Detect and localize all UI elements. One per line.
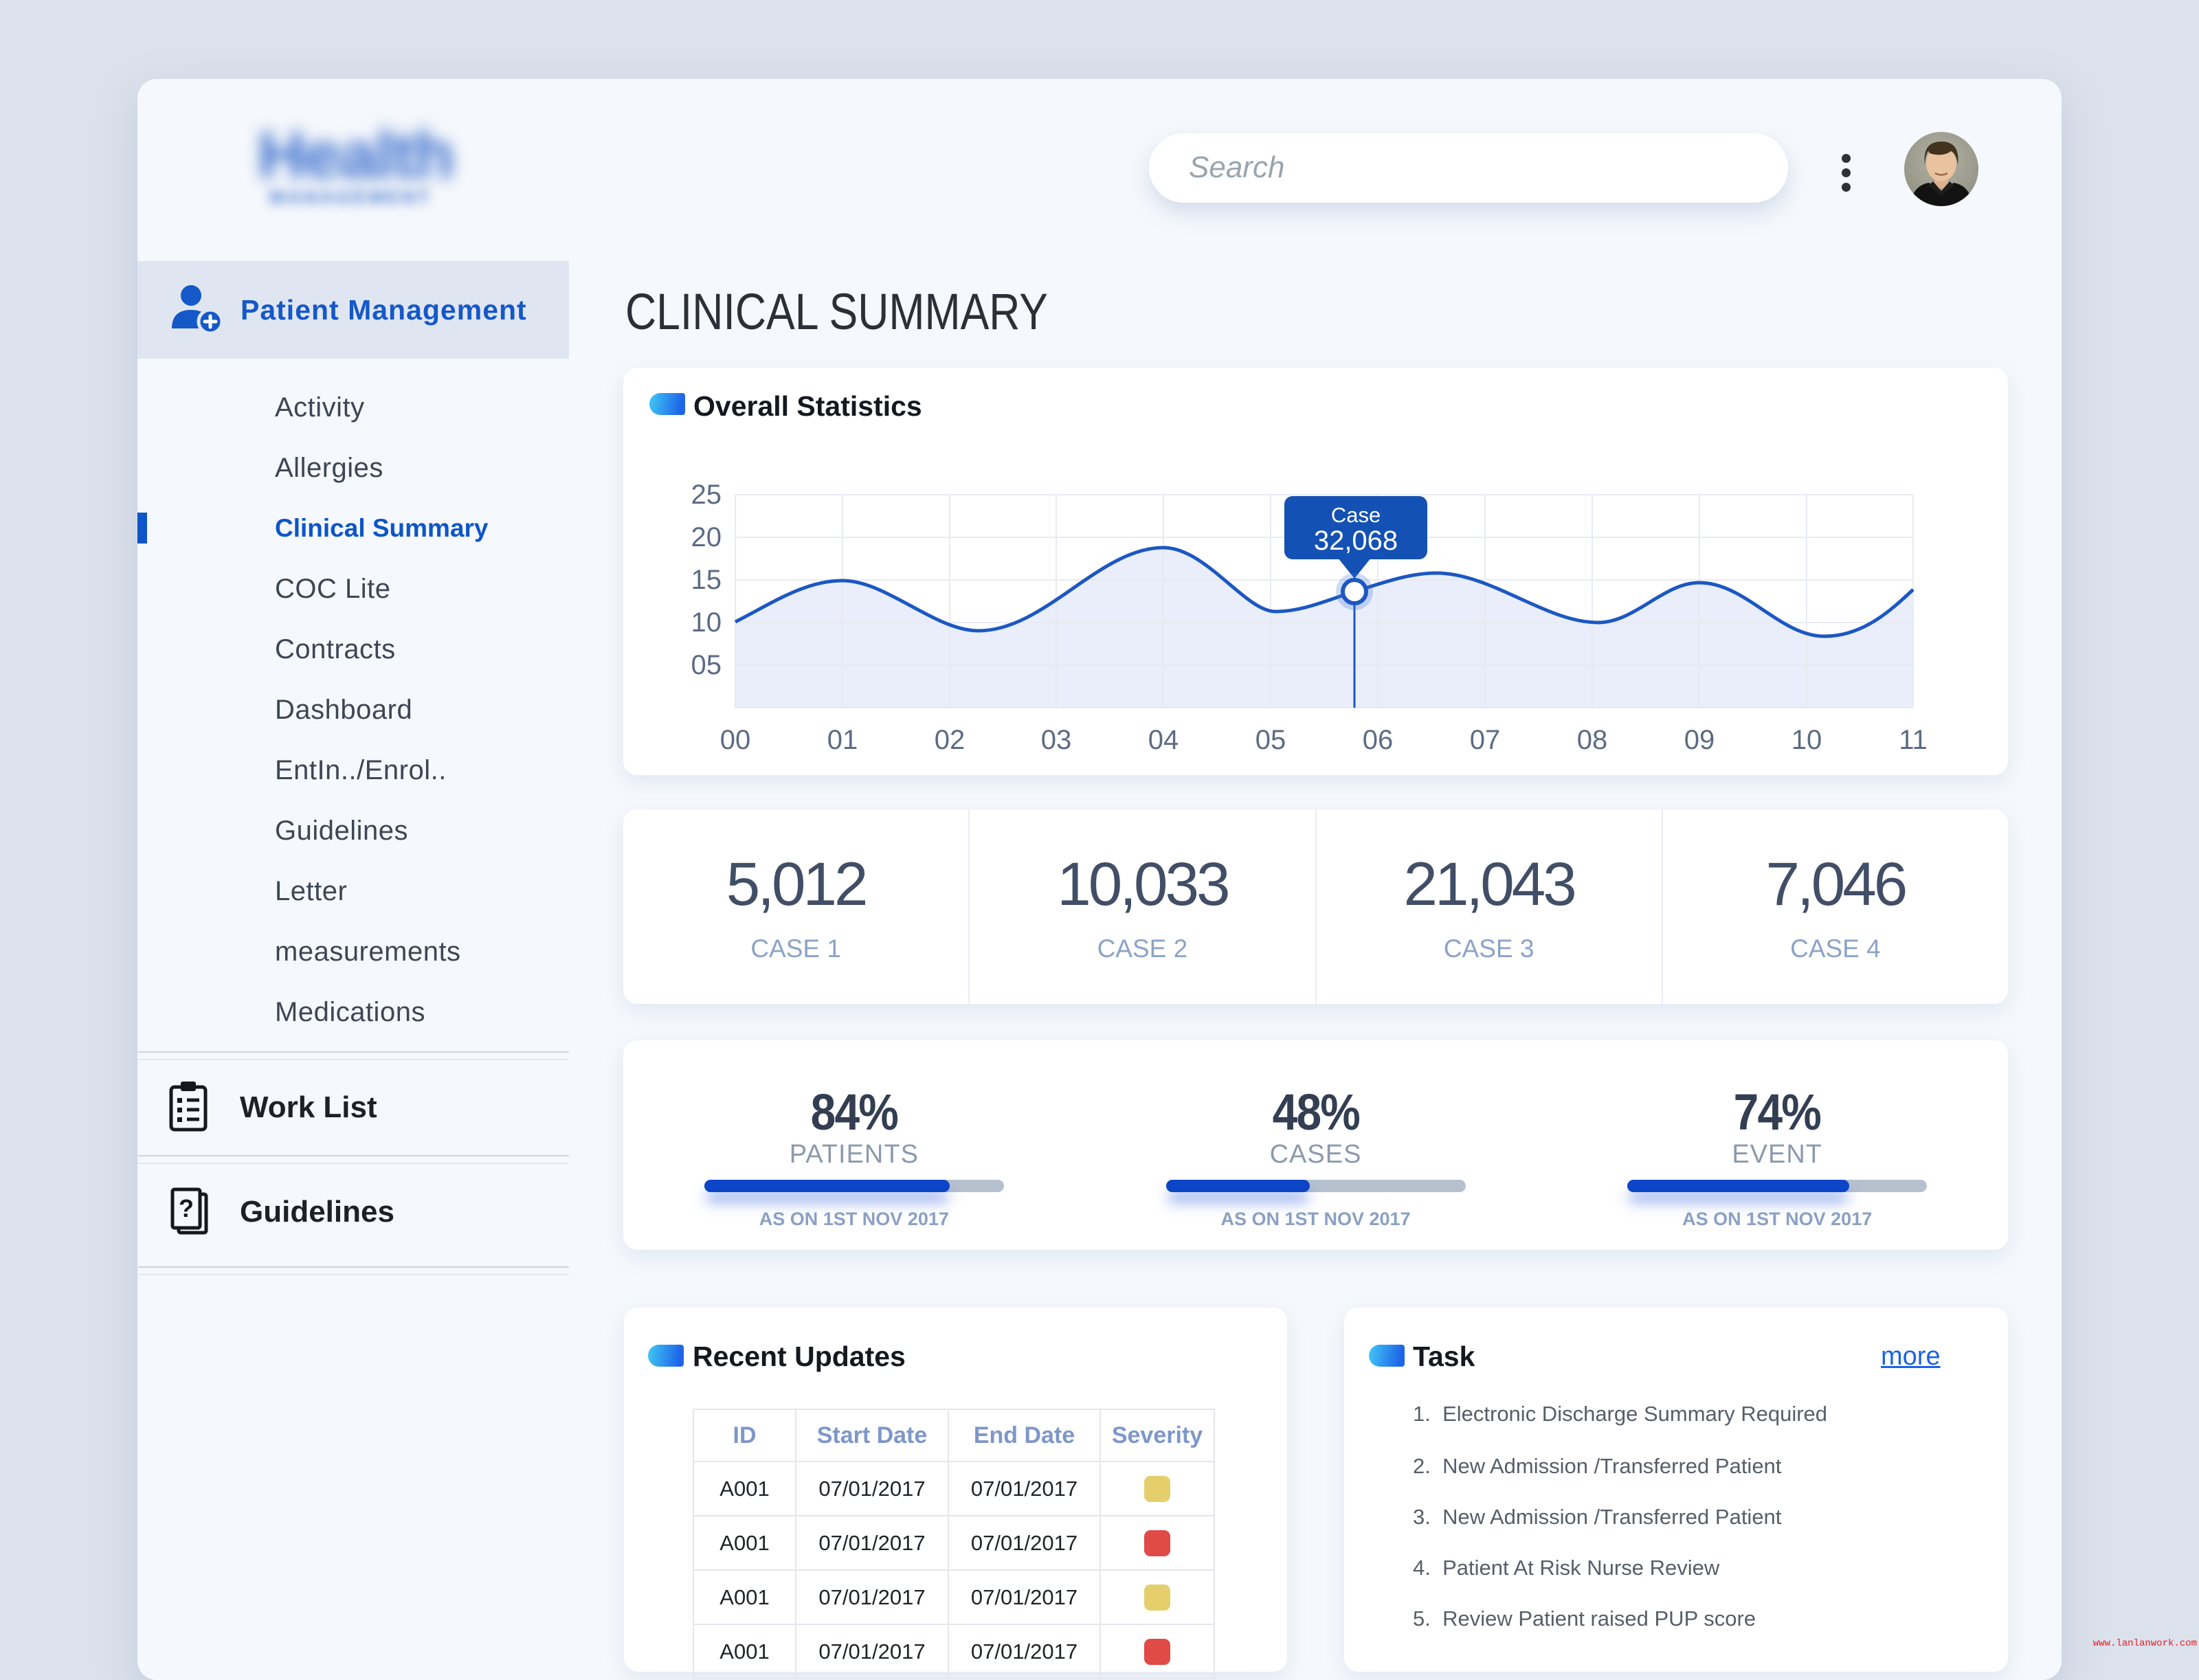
svg-text:15: 15: [691, 565, 722, 595]
svg-text:02: 02: [935, 725, 965, 755]
svg-text:06: 06: [1363, 725, 1394, 755]
svg-text:25: 25: [691, 480, 722, 510]
svg-text:10: 10: [691, 607, 722, 638]
svg-text:05: 05: [691, 650, 722, 680]
svg-text:10: 10: [1791, 725, 1822, 755]
svg-text:11: 11: [1899, 725, 1928, 755]
svg-text:20: 20: [691, 522, 722, 552]
svg-text:05: 05: [1255, 725, 1286, 755]
svg-text:03: 03: [1041, 725, 1072, 755]
svg-text:08: 08: [1577, 725, 1608, 755]
svg-text:?: ?: [179, 1194, 194, 1222]
svg-text:04: 04: [1148, 725, 1179, 755]
svg-text:32,068: 32,068: [1314, 526, 1398, 556]
svg-text:01: 01: [827, 725, 858, 755]
svg-text:09: 09: [1684, 725, 1715, 755]
svg-text:Case: Case: [1331, 503, 1381, 527]
svg-text:07: 07: [1470, 725, 1501, 755]
svg-text:00: 00: [720, 725, 751, 755]
